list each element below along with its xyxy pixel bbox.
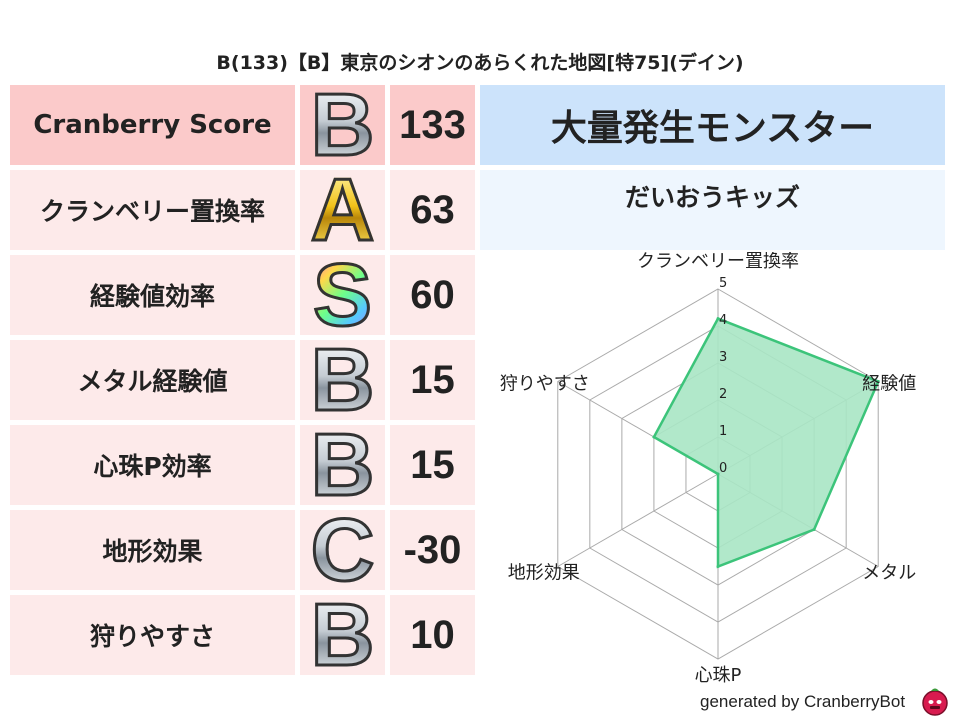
grade-letter: B <box>309 425 376 505</box>
grade-letter: C <box>309 510 376 590</box>
grade-badge: C <box>300 510 385 590</box>
score-label: Cranberry Score <box>10 85 295 165</box>
grade-badge: B <box>300 85 385 165</box>
axis-label: 経験値 <box>862 374 916 395</box>
tick-label: 3 <box>719 350 727 365</box>
monster-header: 大量発生モンスター <box>480 85 945 165</box>
row-label: メタル経験値 <box>10 340 295 420</box>
row-value: 15 <box>390 425 475 505</box>
score-value: 133 <box>390 85 475 165</box>
grade-letter: B <box>309 595 376 675</box>
grade-badge: S <box>300 255 385 335</box>
data-point <box>652 435 656 439</box>
row-value: 15 <box>390 340 475 420</box>
axis-label: メタル <box>862 563 916 584</box>
cranberry-robot-icon <box>922 688 948 716</box>
grade-letter: B <box>309 340 376 420</box>
data-point <box>716 472 720 476</box>
axis-label: 狩りやすさ <box>500 374 590 395</box>
footer-credit: generated by CranberryBot <box>700 692 906 711</box>
axis-label: 地形効果 <box>508 563 580 584</box>
page-title: B(133)【B】東京のシオンのあらくれた地図[特75](デイン) <box>216 52 744 74</box>
tick-label: 0 <box>719 461 727 476</box>
row-label: 地形効果 <box>10 510 295 590</box>
tick-label: 5 <box>719 276 727 291</box>
row-value: -30 <box>390 510 475 590</box>
data-point <box>876 380 880 383</box>
grade-letter: B <box>309 85 376 165</box>
row-label: 心珠P効率 <box>10 425 295 505</box>
row-label: 経験値効率 <box>10 255 295 335</box>
row-label: クランベリー置換率 <box>10 170 295 250</box>
grade-letter: A <box>309 170 376 250</box>
grade-badge: B <box>300 595 385 675</box>
axis-label: クランベリー置換率 <box>637 252 799 272</box>
row-value: 60 <box>390 255 475 335</box>
monster-name: だいおうキッズ <box>480 170 945 250</box>
axis-label: 心珠P <box>695 665 742 686</box>
grade-badge: B <box>300 340 385 420</box>
tick-label: 1 <box>719 424 727 439</box>
row-value: 63 <box>390 170 475 250</box>
row-label: 狩りやすさ <box>10 595 295 675</box>
data-polygon <box>652 317 880 569</box>
grid-spoke <box>557 473 719 567</box>
grade-badge: A <box>300 170 385 250</box>
data-point <box>716 565 720 568</box>
grade-badge: B <box>300 425 385 505</box>
row-value: 10 <box>390 595 475 675</box>
data-point <box>716 317 720 321</box>
data-point <box>812 528 816 531</box>
grade-letter: S <box>312 255 374 335</box>
tick-label: 2 <box>719 387 727 402</box>
tick-label: 4 <box>719 313 727 328</box>
